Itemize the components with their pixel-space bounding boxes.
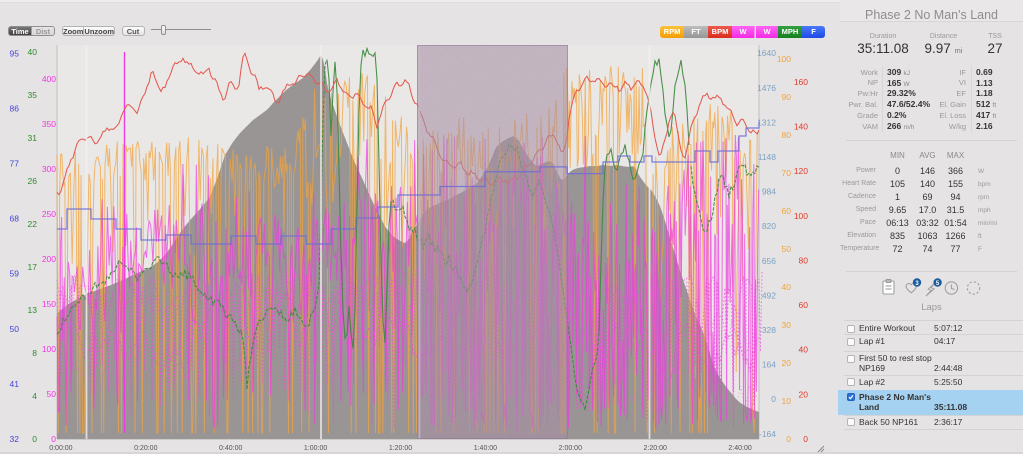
svg-text:10: 10: [782, 396, 792, 406]
svg-text:41: 41: [10, 379, 20, 389]
svg-text:68: 68: [10, 214, 20, 224]
svg-text:31: 31: [28, 133, 38, 143]
svg-text:4: 4: [32, 391, 37, 401]
svg-text:1:40:00: 1:40:00: [474, 445, 497, 452]
svg-text:80: 80: [799, 255, 809, 265]
svg-text:200: 200: [42, 254, 56, 264]
svg-text:70: 70: [782, 168, 792, 178]
svg-text:80: 80: [782, 130, 792, 140]
svg-text:100: 100: [42, 344, 56, 354]
svg-text:656: 656: [762, 256, 776, 266]
svg-text:1476: 1476: [757, 83, 776, 93]
svg-text:40: 40: [28, 47, 38, 57]
svg-text:40: 40: [782, 282, 792, 292]
svg-text:90: 90: [782, 92, 792, 102]
svg-text:0: 0: [32, 434, 37, 444]
svg-text:120: 120: [794, 166, 808, 176]
svg-text:95: 95: [10, 48, 20, 58]
svg-text:300: 300: [42, 164, 56, 174]
svg-text:3: 3: [915, 281, 919, 287]
svg-text:13: 13: [28, 305, 38, 315]
svg-text:40: 40: [799, 345, 809, 355]
svg-text:2:20:00: 2:20:00: [644, 445, 667, 452]
svg-text:160: 160: [794, 77, 808, 87]
svg-text:50: 50: [47, 389, 57, 399]
svg-text:2:00:00: 2:00:00: [559, 445, 582, 452]
svg-text:400: 400: [42, 74, 56, 84]
svg-text:100: 100: [794, 211, 808, 221]
svg-text:86: 86: [10, 103, 20, 113]
svg-text:250: 250: [42, 209, 56, 219]
svg-text:164: 164: [762, 360, 776, 370]
svg-text:150: 150: [42, 299, 56, 309]
svg-text:1:20:00: 1:20:00: [389, 445, 412, 452]
svg-text:140: 140: [794, 121, 808, 131]
svg-text:20: 20: [782, 358, 792, 368]
svg-text:328: 328: [762, 325, 776, 335]
svg-text:5: 5: [936, 281, 940, 287]
svg-text:0: 0: [51, 434, 56, 444]
svg-text:0:00:00: 0:00:00: [49, 445, 72, 452]
svg-text:0:40:00: 0:40:00: [219, 445, 242, 452]
svg-text:1312: 1312: [757, 117, 776, 127]
svg-text:17: 17: [28, 262, 38, 272]
svg-text:32: 32: [10, 434, 20, 444]
svg-text:492: 492: [762, 290, 776, 300]
svg-text:50: 50: [782, 244, 792, 254]
svg-text:984: 984: [762, 187, 776, 197]
svg-text:0: 0: [803, 434, 808, 444]
svg-text:100: 100: [777, 54, 791, 64]
svg-text:1:00:00: 1:00:00: [304, 445, 327, 452]
svg-text:22: 22: [28, 219, 38, 229]
svg-text:2:40:00: 2:40:00: [728, 445, 751, 452]
svg-text:60: 60: [799, 300, 809, 310]
svg-text:0: 0: [771, 394, 776, 404]
svg-text:59: 59: [10, 269, 20, 279]
svg-text:8: 8: [32, 348, 37, 358]
svg-text:35: 35: [28, 90, 38, 100]
svg-text:60: 60: [782, 206, 792, 216]
svg-text:1148: 1148: [758, 152, 777, 162]
svg-text:26: 26: [28, 176, 38, 186]
svg-text:820: 820: [762, 221, 776, 231]
svg-text:0:20:00: 0:20:00: [134, 445, 157, 452]
svg-text:0: 0: [786, 434, 791, 444]
svg-text:-164: -164: [759, 429, 776, 439]
svg-text:30: 30: [782, 320, 792, 330]
svg-text:77: 77: [10, 159, 20, 169]
svg-text:20: 20: [799, 389, 809, 399]
svg-text:1640: 1640: [757, 48, 776, 58]
svg-text:50: 50: [10, 324, 20, 334]
svg-text:350: 350: [42, 119, 56, 129]
